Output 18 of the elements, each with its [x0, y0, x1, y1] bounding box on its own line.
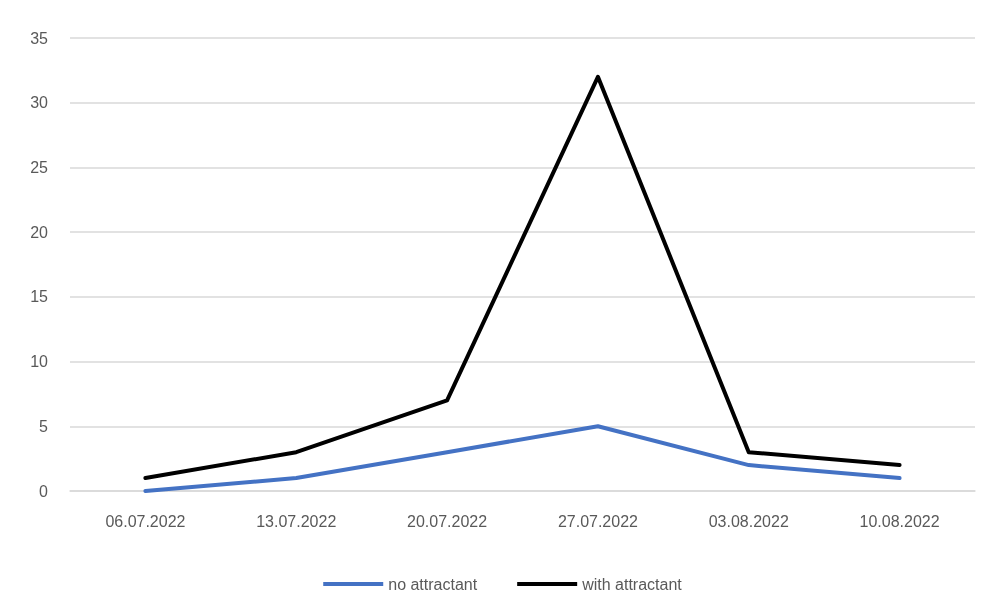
- y-tick-label: 30: [30, 94, 49, 112]
- y-tick-label: 5: [39, 417, 49, 435]
- y-tick-label: 0: [39, 482, 49, 500]
- legend-label: no attractant: [388, 575, 478, 593]
- x-tick-label: 10.08.2022: [859, 512, 940, 530]
- x-tick-label: 06.07.2022: [105, 512, 186, 530]
- y-tick-label: 20: [30, 223, 49, 241]
- y-tick-label: 10: [30, 353, 49, 371]
- y-tick-label: 15: [30, 288, 49, 306]
- y-tick-label: 25: [30, 158, 49, 176]
- x-tick-label: 13.07.2022: [256, 512, 337, 530]
- y-tick-label: 35: [30, 29, 49, 47]
- line-series: [143, 424, 902, 493]
- x-tick-label: 27.07.2022: [557, 512, 639, 530]
- line-series: [143, 74, 902, 481]
- x-tick-label: 20.07.2022: [407, 512, 488, 530]
- legend-label: with attractant: [581, 575, 683, 593]
- x-tick-label: 03.08.2022: [708, 512, 789, 530]
